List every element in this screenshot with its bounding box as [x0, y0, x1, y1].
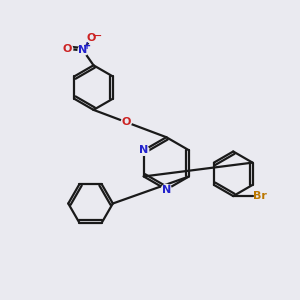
Text: O: O	[122, 117, 131, 127]
Text: O: O	[87, 33, 96, 43]
Circle shape	[63, 44, 73, 54]
Circle shape	[121, 117, 131, 127]
Circle shape	[161, 184, 171, 195]
Circle shape	[139, 145, 149, 155]
Circle shape	[78, 45, 88, 56]
Text: Br: Br	[254, 191, 267, 201]
Circle shape	[86, 33, 97, 43]
Text: O: O	[63, 44, 72, 54]
Text: N: N	[79, 45, 88, 56]
Text: N: N	[139, 145, 148, 155]
Text: +: +	[83, 41, 91, 51]
Text: −: −	[92, 30, 103, 43]
Text: N: N	[162, 184, 171, 194]
